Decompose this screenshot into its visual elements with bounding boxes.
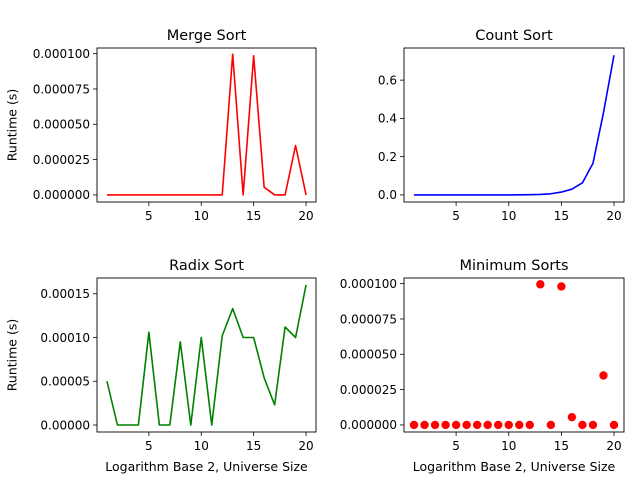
y-tick-label: 0.000050 — [33, 118, 90, 132]
scatter-point — [525, 420, 534, 430]
y-tick-label: 0.00010 — [40, 331, 90, 345]
x-axis-label: Logarithm Base 2, Universe Size — [413, 459, 616, 474]
y-tick-label: 0.0 — [378, 188, 397, 202]
x-tick-label: 5 — [145, 439, 153, 453]
y-tick-label: 0.000025 — [340, 383, 397, 397]
scatter-point — [420, 420, 429, 430]
x-axis-label: Logarithm Base 2, Universe Size — [105, 459, 308, 474]
axes-frame — [403, 47, 625, 203]
y-tick-label: 0.000100 — [33, 47, 90, 61]
y-tick-label: 0.00000 — [40, 418, 90, 432]
y-tick-label: 0.000000 — [33, 188, 90, 202]
x-tick-label: 10 — [501, 209, 516, 223]
scatter-point — [609, 420, 619, 430]
subplot-title: Count Sort — [475, 28, 553, 44]
series-line — [106, 284, 307, 426]
y-tick-label: 0.000100 — [340, 277, 397, 291]
axes-frame — [96, 47, 317, 203]
scatter-point — [494, 420, 503, 430]
x-tick-label: 10 — [194, 439, 209, 453]
x-tick-label: 5 — [452, 439, 460, 453]
series-line — [106, 53, 307, 196]
y-tick-label: 0.000000 — [340, 418, 397, 432]
subplot-title: Minimum Sorts — [459, 258, 568, 274]
scatter-point — [557, 282, 566, 291]
y-tick-label: 0.00015 — [40, 287, 90, 301]
x-tick-label: 5 — [145, 209, 153, 223]
scatter-point — [567, 412, 577, 422]
subplot-1: Count Sort 5 10 15 20 0.0 0.2 0.4 0.6 — [378, 28, 625, 223]
scatter-point — [515, 420, 524, 430]
y-tick-label: 0.2 — [378, 150, 397, 164]
y-tick-label: 0.4 — [378, 112, 397, 126]
y-tick-label: 0.6 — [378, 73, 397, 87]
subplot-0: Merge Sort 5 10 15 20 0.000000 0.000025 0.00005… — [5, 28, 317, 223]
subplot-2: Radix Sort 5 10 15 20 0.00000 0.00005 0.00010 0.… — [5, 258, 317, 474]
y-axis-label: Runtime (s) — [5, 89, 20, 161]
x-tick-label: 10 — [194, 209, 209, 223]
scatter-point — [588, 420, 598, 430]
x-tick-label: 15 — [554, 439, 569, 453]
scatter-point — [483, 420, 492, 430]
x-tick-label: 15 — [246, 209, 261, 223]
subplot-3: Minimum Sorts 5 10 15 20 0.000000 0.000025 0.00… — [340, 258, 625, 474]
x-tick-label: 20 — [298, 209, 313, 223]
x-tick-label: 20 — [606, 439, 621, 453]
y-axis-label: Runtime (s) — [5, 319, 20, 391]
axes-frame — [403, 277, 625, 433]
scatter-point — [536, 280, 545, 289]
scatter-point — [599, 371, 608, 380]
scatter-point — [504, 420, 513, 430]
scatter-point — [441, 420, 450, 430]
x-tick-label: 10 — [501, 439, 516, 453]
y-tick-label: 0.000075 — [33, 82, 90, 96]
series-line — [414, 55, 615, 196]
y-tick-label: 0.000075 — [340, 312, 397, 326]
scatter-point — [472, 420, 482, 430]
axes-frame — [96, 277, 317, 433]
x-tick-label: 20 — [606, 209, 621, 223]
x-tick-label: 15 — [246, 439, 261, 453]
subplot-title: Merge Sort — [167, 28, 247, 44]
subplot-title: Radix Sort — [169, 258, 244, 274]
scatter-point — [546, 420, 556, 430]
y-tick-label: 0.000050 — [340, 348, 397, 362]
x-tick-label: 15 — [554, 209, 569, 223]
x-tick-label: 20 — [298, 439, 313, 453]
y-tick-label: 0.00005 — [40, 375, 90, 389]
scatter-point — [578, 420, 587, 430]
scatter-point — [430, 420, 440, 430]
x-tick-label: 5 — [452, 209, 460, 223]
y-tick-label: 0.000025 — [33, 153, 90, 167]
scatter-point — [451, 420, 461, 430]
scatter-point — [462, 420, 471, 430]
scatter-point — [409, 420, 419, 430]
